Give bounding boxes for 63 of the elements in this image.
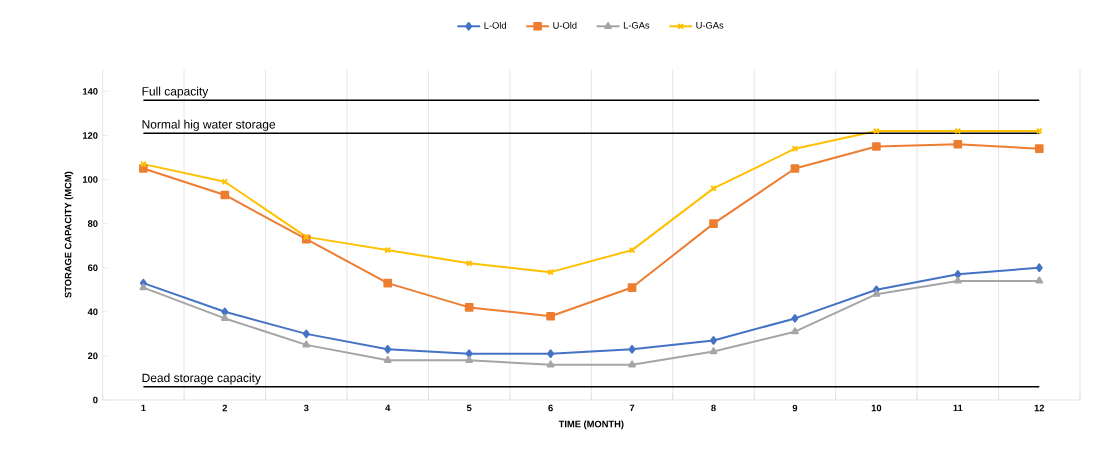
point xyxy=(464,303,474,312)
x-tick-label: 2 xyxy=(222,404,228,412)
point xyxy=(302,329,310,339)
x-tick-label: 8 xyxy=(711,404,716,412)
x-tick-label: 12 xyxy=(1034,404,1045,412)
x-tick-label: 6 xyxy=(548,404,553,412)
y-tick-label: 60 xyxy=(87,264,98,272)
y-tick-label: 0 xyxy=(93,396,98,404)
point xyxy=(872,142,881,151)
ref-line-label: Dead storage capacity xyxy=(142,373,261,385)
point xyxy=(709,347,718,355)
point xyxy=(954,270,962,279)
point xyxy=(139,283,148,291)
point xyxy=(628,360,636,368)
legend-label: L-Old xyxy=(484,22,506,29)
y-tick-label: 100 xyxy=(82,176,98,184)
point xyxy=(627,283,637,293)
point xyxy=(383,356,392,364)
y-axis-title: STORAGE CAPACITY (MCM) xyxy=(64,171,74,298)
x-tick-label: 11 xyxy=(953,404,963,412)
point xyxy=(302,340,311,348)
point xyxy=(546,360,555,368)
legend-label: U-GAs xyxy=(696,22,724,29)
point xyxy=(872,290,881,298)
point xyxy=(791,145,799,153)
x-tick-label: 9 xyxy=(792,404,798,412)
point xyxy=(546,312,555,321)
point xyxy=(791,314,799,323)
point xyxy=(953,140,963,149)
point xyxy=(220,314,229,322)
point xyxy=(953,276,962,284)
y-tick-label: 140 xyxy=(82,88,98,95)
point xyxy=(220,190,230,200)
legend-label: L-GAs xyxy=(623,22,650,29)
legend-label: U-Old xyxy=(553,22,577,29)
x-tick-label: 3 xyxy=(303,404,309,412)
y-tick-label: 40 xyxy=(87,308,98,316)
x-tick-label: 7 xyxy=(629,404,635,412)
point xyxy=(383,279,393,288)
point xyxy=(465,356,474,364)
point xyxy=(628,345,636,354)
point xyxy=(465,349,473,359)
point xyxy=(1035,263,1043,273)
point xyxy=(791,327,799,335)
x-tick-label: 4 xyxy=(385,404,391,412)
point xyxy=(709,219,718,229)
point xyxy=(547,349,555,359)
x-tick-label: 10 xyxy=(871,404,882,412)
x-axis-title: TIME (MONTH) xyxy=(558,420,624,430)
x-tick-label: 1 xyxy=(141,404,146,412)
point xyxy=(1035,276,1044,284)
y-tick-label: 80 xyxy=(87,220,98,228)
point xyxy=(710,336,717,345)
y-tick-label: 20 xyxy=(87,352,98,360)
y-tick-label: 120 xyxy=(82,132,98,139)
point xyxy=(384,345,392,354)
point xyxy=(221,307,229,317)
ref-line-label: Normal hig water storage xyxy=(142,119,276,132)
ref-line-label: Full capacity xyxy=(142,86,209,99)
point xyxy=(1034,144,1044,154)
x-tick-label: 5 xyxy=(466,404,472,412)
point xyxy=(384,246,392,254)
point xyxy=(790,164,800,174)
